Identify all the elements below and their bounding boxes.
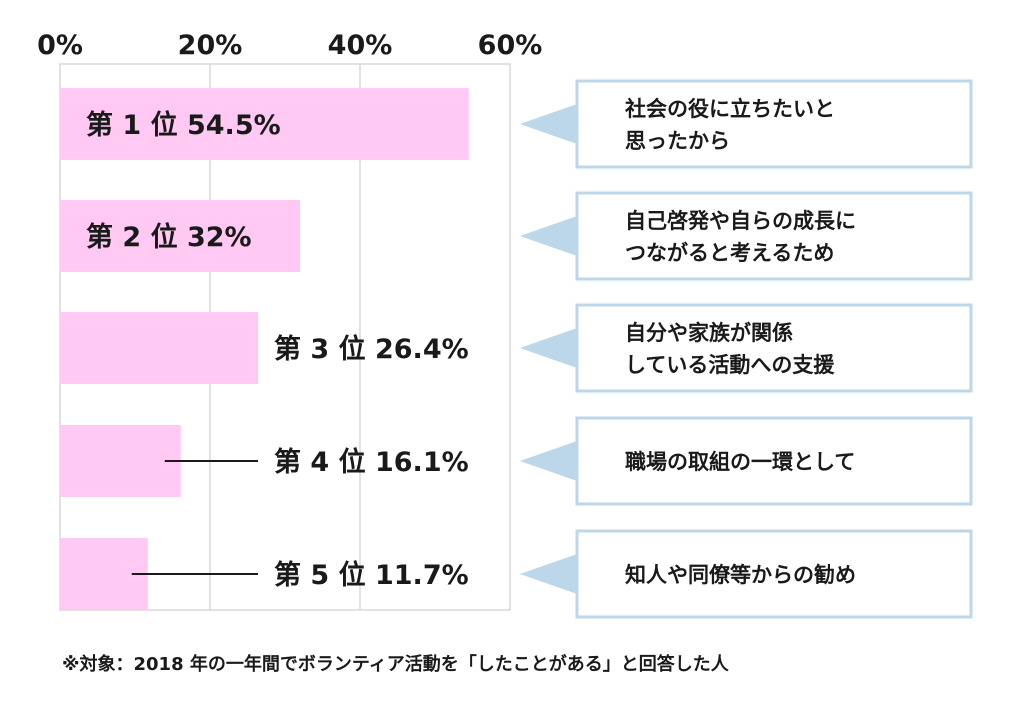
reason-text: 思ったから <box>625 129 730 153</box>
reason-text: 社会の役に立ちたいと <box>624 97 835 121</box>
reason-text: 職場の取組の一環として <box>625 450 855 474</box>
bar-rank-3 <box>60 312 258 384</box>
reason-callouts: 社会の役に立ちたいと思ったから自己啓発や自らの成長につながると考えるため自分や家… <box>520 79 973 619</box>
callout-pointer <box>520 216 577 256</box>
callout-box-4 <box>575 416 973 506</box>
callout-pointer <box>520 441 577 481</box>
x-tick-label: 0% <box>37 30 83 61</box>
reason-text: 自己啓発や自らの成長に <box>625 209 856 233</box>
rank-label-3: 第 3 位 26.4% <box>274 333 469 365</box>
x-tick-label: 60% <box>478 30 543 61</box>
rank-label-5: 第 5 位 11.7% <box>274 559 469 591</box>
reason-text: つながると考えるため <box>625 241 834 265</box>
x-axis-ticks: 0% 20% 40% 60% <box>37 30 542 61</box>
callout-box-2 <box>575 191 973 281</box>
rank-labels: 第 1 位 54.5% 第 2 位 32% 第 3 位 26.4% 第 4 位 16.… <box>86 109 469 591</box>
reason-text: 知人や同僚等からの勧め <box>625 563 856 587</box>
callout-pointer <box>520 554 577 594</box>
callout-pointer <box>520 104 577 144</box>
bars <box>60 88 469 610</box>
callout-box-5 <box>575 529 973 619</box>
callout-box-1 <box>575 79 973 169</box>
callout-box-3 <box>575 303 973 393</box>
rank-label-4: 第 4 位 16.1% <box>274 446 469 478</box>
reason-text: している活動への支援 <box>625 353 835 377</box>
callout-pointer <box>520 328 577 368</box>
rank-label-1: 第 1 位 54.5% <box>86 109 281 141</box>
footnote: ※対象：2018 年の一年間でボランティア活動を「したことがある」と回答した人 <box>62 654 729 675</box>
reason-text: 自分や家族が関係 <box>625 321 793 345</box>
rank-label-2: 第 2 位 32% <box>86 221 252 253</box>
bar-rank-2 <box>60 200 300 272</box>
x-tick-label: 40% <box>328 30 393 61</box>
x-tick-label: 20% <box>178 30 243 61</box>
bar-rank-1 <box>60 88 469 160</box>
bar-rank-4 <box>60 425 181 497</box>
